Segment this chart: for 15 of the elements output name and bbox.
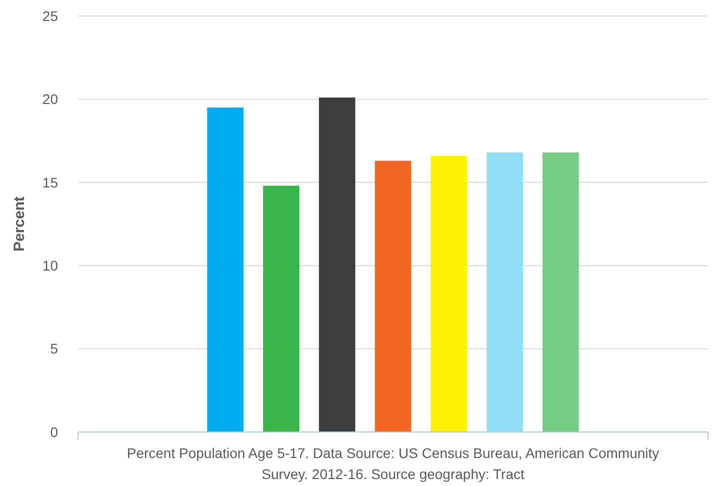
y-tick-label: 25 <box>42 8 58 24</box>
bar <box>486 152 523 432</box>
y-tick-label: 10 <box>42 258 58 274</box>
x-tick-label: Percent Population Age 5-17. Data Source: US Census Bureau, American Community Survey. 2012-16. Source geography: Tract <box>126 445 660 482</box>
bar <box>263 186 300 432</box>
y-tick-label: 15 <box>42 174 58 190</box>
bar <box>542 152 579 432</box>
y-tick-label: 20 <box>42 91 58 108</box>
bar <box>430 156 468 432</box>
bar <box>207 108 244 432</box>
bar <box>318 98 356 432</box>
y-tick-label: 5 <box>50 340 58 357</box>
y-axis-title: Percent <box>11 196 28 252</box>
bar <box>374 160 412 432</box>
y-tick-label: 0 <box>50 424 58 440</box>
